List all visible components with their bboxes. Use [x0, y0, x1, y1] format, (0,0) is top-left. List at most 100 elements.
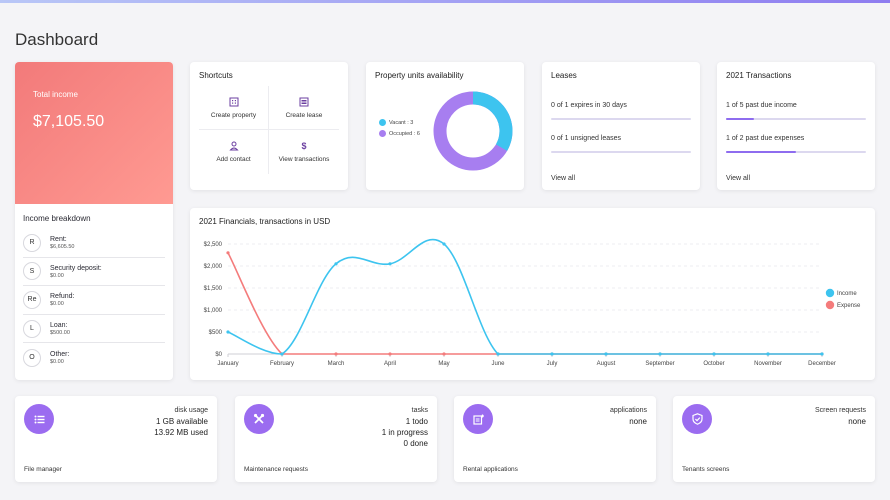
file-manager-label: File manager	[24, 466, 62, 473]
add-contact-label: Add contact	[216, 156, 251, 163]
create-lease-button[interactable]: Create lease	[269, 86, 339, 130]
income-card: Total income $7,105.50 Income breakdown …	[15, 62, 173, 380]
x-tick-label: June	[491, 361, 505, 367]
x-tick-label: July	[547, 361, 558, 367]
top-accent-bar	[0, 0, 890, 3]
units-availability-title: Property units availability	[375, 71, 464, 80]
screen-requests-value: none	[848, 417, 866, 426]
disk-available-value: 1 GB available	[155, 417, 208, 426]
tasks-info: tasks 1 todo 1 in progress 0 done	[382, 405, 428, 449]
vacant-dot	[379, 119, 386, 126]
income-breakdown-title: Income breakdown	[23, 214, 91, 223]
avatar: Re	[23, 290, 41, 309]
y-tick-label: $2,000	[204, 264, 223, 270]
series-line-income	[227, 238, 822, 355]
legend-label: Income	[837, 291, 857, 297]
x-tick-label: March	[328, 361, 345, 367]
view-transactions-button[interactable]: $ View transactions	[269, 130, 339, 174]
data-point	[388, 352, 392, 356]
vacant-label: Vacant : 3	[389, 119, 414, 126]
dollar-icon: $	[301, 141, 307, 151]
data-point	[712, 352, 716, 356]
disk-used-value: 13.92 MB used	[154, 428, 208, 437]
y-tick-label: $2,500	[204, 242, 223, 248]
tasks-done-value: 0 done	[403, 439, 428, 448]
x-tick-label: May	[438, 361, 449, 367]
y-tick-label: $500	[209, 330, 223, 336]
file-manager-card[interactable]: disk usage 1 GB available 13.92 MB used …	[15, 396, 217, 482]
x-tick-label: October	[703, 361, 724, 367]
person-icon	[228, 141, 239, 151]
leases-expiring-progress	[551, 118, 691, 120]
past-due-income-progress	[726, 118, 866, 120]
create-property-label: Create property	[210, 111, 257, 119]
rental-applications-label: Rental applications	[463, 466, 518, 473]
financials-line-chart: 2021 Financials, transactions in USD $0 $5…	[199, 217, 861, 367]
avatar: S	[23, 262, 41, 281]
avatar: O	[23, 348, 41, 367]
x-tick-label: November	[754, 361, 782, 367]
legend-occupied: Occupied : 6	[379, 130, 420, 137]
legend-vacant: Vacant : 3	[379, 119, 420, 126]
transactions-view-all-link[interactable]: View all	[726, 175, 750, 182]
data-point	[496, 352, 500, 356]
progress-fill	[726, 118, 754, 120]
total-income-label: Total income	[33, 90, 78, 99]
data-point	[442, 242, 446, 246]
data-point	[550, 352, 554, 356]
total-income-value: $7,105.50	[33, 113, 105, 130]
transactions-title: 2021 Transactions	[726, 71, 792, 80]
x-tick-label: September	[645, 361, 674, 367]
breakdown-name: Other:	[50, 351, 70, 359]
series-line-expense	[227, 252, 822, 355]
income-breakdown: Income breakdown R Rent: $6,605.50 S Secu…	[15, 204, 173, 372]
list-item: O Other: $0.00	[23, 343, 165, 372]
data-point	[334, 352, 338, 356]
y-tick-label: $0	[215, 352, 222, 358]
applications-value: none	[629, 417, 647, 426]
x-tick-label: February	[270, 361, 294, 367]
maintenance-requests-card[interactable]: tasks 1 todo 1 in progress 0 done Mainte…	[235, 396, 437, 482]
add-contact-button[interactable]: Add contact	[199, 130, 269, 174]
screen-requests-info: Screen requests none	[815, 405, 866, 427]
shield-check-icon	[682, 404, 712, 434]
data-point	[226, 330, 230, 334]
list-item: L Loan: $500.00	[23, 315, 165, 344]
page-title: Dashboard	[15, 30, 99, 49]
leases-view-all-link[interactable]: View all	[551, 175, 575, 182]
leases-unsigned-text: 0 of 1 unsigned leases	[551, 135, 622, 142]
tenants-screens-label: Tenants screens	[682, 466, 730, 473]
avatar: L	[23, 319, 41, 338]
document-list-icon	[299, 97, 309, 107]
financials-card: 2021 Financials, transactions in USD $0 $5…	[190, 208, 875, 380]
list-item: R Rent: $6,605.50	[23, 229, 165, 258]
breakdown-name: Loan:	[50, 322, 68, 330]
breakdown-amount: $0.00	[50, 359, 64, 366]
tools-icon	[244, 404, 274, 434]
y-tick-label: $1,500	[204, 286, 223, 292]
units-availability-card: Property units availability Vacant : 3 O…	[366, 62, 524, 190]
building-icon	[229, 97, 239, 107]
screen-requests-label: Screen requests	[815, 407, 866, 414]
breakdown-name: Rent:	[50, 236, 67, 244]
applications-info: applications none	[610, 405, 647, 427]
tasks-todo-value: 1 todo	[405, 417, 428, 426]
past-due-income-text: 1 of 5 past due income	[726, 102, 797, 109]
legend-swatch	[825, 300, 835, 310]
create-property-button[interactable]: Create property	[199, 86, 269, 130]
disk-usage-label: disk usage	[174, 407, 208, 414]
rental-applications-card[interactable]: applications none Rental applications	[454, 396, 656, 482]
data-point	[226, 251, 230, 255]
shortcuts-card: Shortcuts Create property Create lease A…	[190, 62, 348, 190]
legend-label: Expense	[837, 303, 861, 309]
availability-donut-chart	[433, 91, 513, 171]
disk-usage-info: disk usage 1 GB available 13.92 MB used	[154, 405, 208, 438]
x-tick-label: January	[217, 361, 238, 367]
list-item: Re Refund: $0.00	[23, 286, 165, 315]
breakdown-amount: $6,605.50	[50, 244, 75, 251]
x-tick-label: August	[597, 361, 616, 367]
occupied-label: Occupied : 6	[389, 130, 420, 137]
tenants-screens-card[interactable]: Screen requests none Tenants screens	[673, 396, 875, 482]
data-point	[820, 352, 824, 356]
data-point	[442, 352, 446, 356]
